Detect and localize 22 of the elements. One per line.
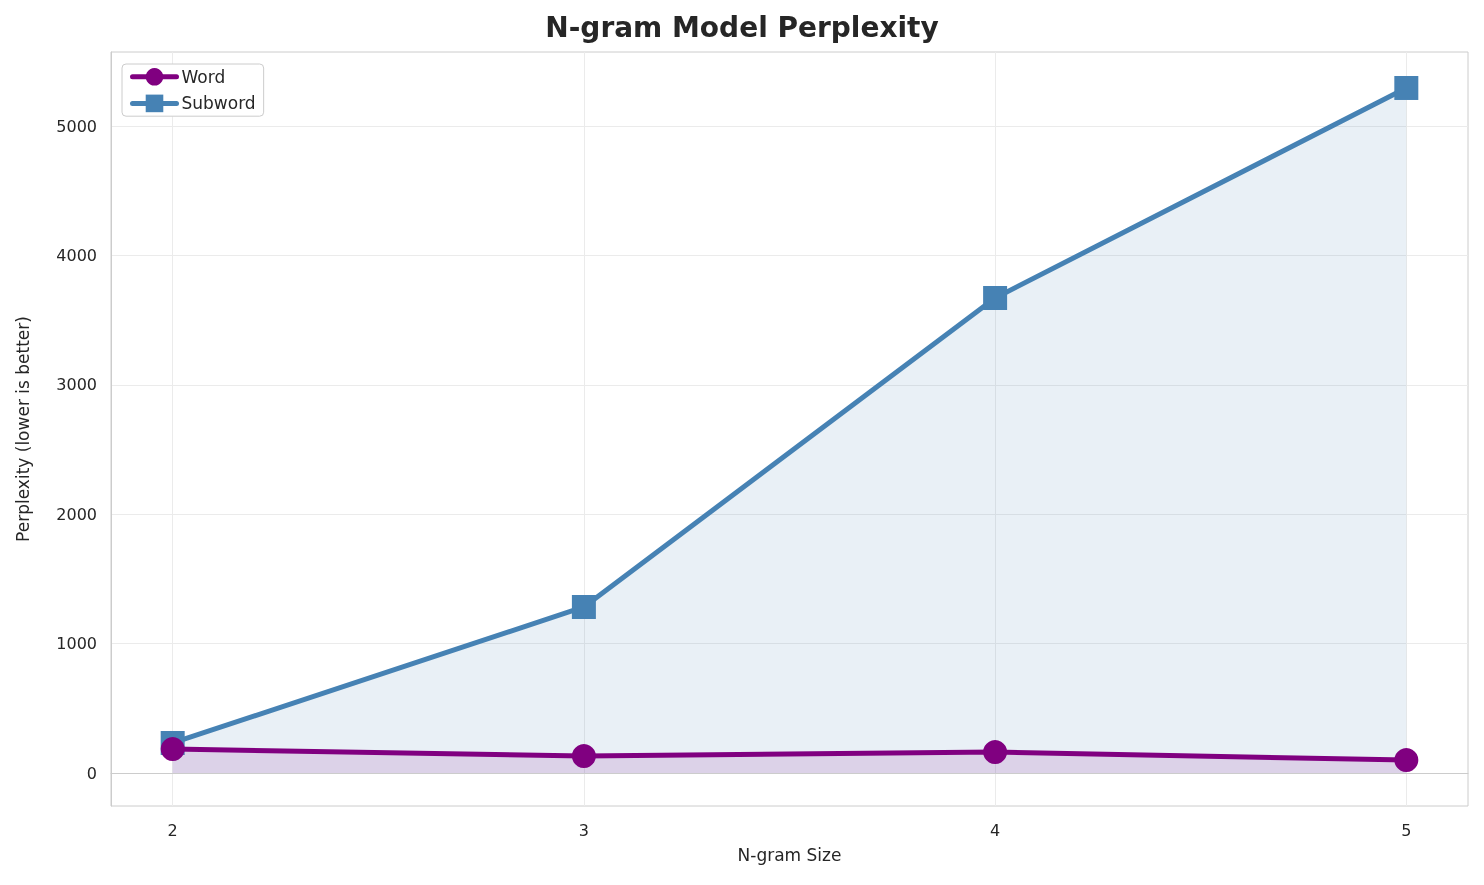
y-axis-title: Perplexity (lower is better) [12, 316, 33, 542]
x-tick-label: 2 [167, 820, 178, 840]
x-tick-label: 3 [578, 820, 589, 840]
x-tick-label: 4 [990, 820, 1001, 840]
point [983, 285, 1008, 310]
y-tick-label: 3000 [56, 375, 97, 395]
point [983, 740, 1008, 765]
point [1394, 75, 1419, 100]
x-axis-title: N-gram Size [737, 844, 842, 865]
point [571, 744, 596, 769]
chart-title: N-gram Model Perplexity [545, 10, 939, 44]
y-tick-label: 0 [86, 763, 97, 783]
y-tick-label: 2000 [56, 504, 97, 524]
point [160, 737, 185, 762]
x-tick-label: 5 [1401, 820, 1412, 840]
y-tick-label: 1000 [56, 634, 97, 654]
point [1394, 748, 1419, 773]
legend-label: Subword [181, 93, 256, 114]
point [571, 594, 596, 619]
legend-label: Word [181, 66, 226, 87]
y-tick-label: 4000 [56, 245, 97, 265]
y-tick-label: 5000 [56, 116, 97, 136]
